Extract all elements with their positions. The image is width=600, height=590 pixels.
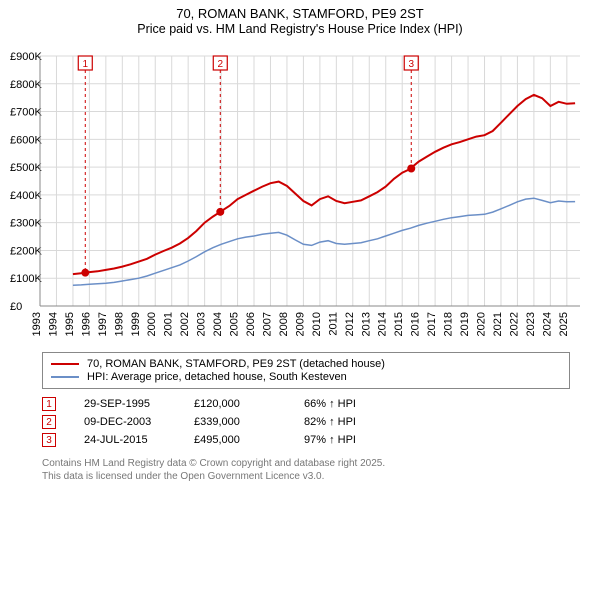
svg-text:£400K: £400K (10, 190, 42, 202)
sale-row: 2 09-DEC-2003 £339,000 82% ↑ HPI (42, 415, 570, 429)
svg-text:2015: 2015 (393, 312, 405, 336)
svg-text:2006: 2006 (245, 312, 257, 336)
svg-text:2008: 2008 (278, 312, 290, 336)
svg-text:2010: 2010 (311, 312, 323, 336)
svg-text:£100K: £100K (10, 273, 42, 285)
sale-date: 29-SEP-1995 (84, 398, 194, 410)
svg-text:1: 1 (82, 59, 88, 70)
sale-price: £339,000 (194, 416, 304, 428)
svg-text:1999: 1999 (130, 312, 142, 336)
svg-text:2: 2 (217, 59, 223, 70)
svg-text:£500K: £500K (10, 162, 42, 174)
svg-text:1995: 1995 (64, 312, 76, 336)
sale-hpi: 97% ↑ HPI (304, 434, 356, 446)
svg-text:1994: 1994 (47, 312, 59, 336)
title-line2: Price paid vs. HM Land Registry's House … (0, 22, 600, 36)
svg-text:2021: 2021 (492, 312, 504, 336)
svg-text:£300K: £300K (10, 218, 42, 230)
sale-date: 09-DEC-2003 (84, 416, 194, 428)
svg-text:2014: 2014 (377, 312, 389, 336)
footer-line2: This data is licensed under the Open Gov… (42, 470, 570, 483)
sale-marker-box: 2 (42, 415, 56, 429)
sales-table: 1 29-SEP-1995 £120,000 66% ↑ HPI 2 09-DE… (42, 397, 570, 447)
sale-row: 3 24-JUL-2015 £495,000 97% ↑ HPI (42, 433, 570, 447)
footer: Contains HM Land Registry data © Crown c… (42, 457, 570, 483)
legend-label: HPI: Average price, detached house, Sout… (87, 371, 347, 383)
svg-text:1998: 1998 (113, 312, 125, 336)
svg-text:£600K: £600K (10, 134, 42, 146)
svg-text:2016: 2016 (410, 312, 422, 336)
title-block: 70, ROMAN BANK, STAMFORD, PE9 2ST Price … (0, 0, 600, 38)
sale-marker-box: 3 (42, 433, 56, 447)
svg-text:2002: 2002 (179, 312, 191, 336)
svg-text:1997: 1997 (97, 312, 109, 336)
svg-text:2001: 2001 (163, 312, 175, 336)
svg-text:3: 3 (408, 59, 414, 70)
chart-svg: £0 £100K £200K £300K £400K £500K £600K £700K £80… (10, 46, 590, 346)
sale-date: 24-JUL-2015 (84, 434, 194, 446)
svg-text:2020: 2020 (476, 312, 488, 336)
svg-text:2004: 2004 (212, 312, 224, 336)
svg-text:2025: 2025 (558, 312, 570, 336)
legend-swatch (51, 363, 79, 365)
svg-text:2019: 2019 (459, 312, 471, 336)
sale-marker-box: 1 (42, 397, 56, 411)
svg-text:2023: 2023 (525, 312, 537, 336)
legend-label: 70, ROMAN BANK, STAMFORD, PE9 2ST (detac… (87, 358, 385, 370)
sale-row: 1 29-SEP-1995 £120,000 66% ↑ HPI (42, 397, 570, 411)
legend-item: HPI: Average price, detached house, Sout… (51, 371, 561, 383)
sale-price: £120,000 (194, 398, 304, 410)
svg-text:1996: 1996 (80, 312, 92, 336)
svg-text:2024: 2024 (541, 312, 553, 336)
svg-text:2013: 2013 (360, 312, 372, 336)
svg-text:2007: 2007 (261, 312, 273, 336)
svg-text:£200K: £200K (10, 245, 42, 257)
svg-text:2017: 2017 (426, 312, 438, 336)
title-line1: 70, ROMAN BANK, STAMFORD, PE9 2ST (0, 6, 600, 21)
sale-hpi: 82% ↑ HPI (304, 416, 356, 428)
svg-text:2003: 2003 (196, 312, 208, 336)
svg-text:£900K: £900K (10, 51, 42, 63)
svg-text:£700K: £700K (10, 107, 42, 119)
svg-text:2022: 2022 (508, 312, 520, 336)
footer-line1: Contains HM Land Registry data © Crown c… (42, 457, 570, 470)
chart-area: £0 £100K £200K £300K £400K £500K £600K £700K £80… (10, 46, 590, 346)
svg-text:2018: 2018 (443, 312, 455, 336)
svg-text:2012: 2012 (344, 312, 356, 336)
svg-text:2009: 2009 (294, 312, 306, 336)
svg-text:2011: 2011 (327, 312, 339, 336)
chart-container: 70, ROMAN BANK, STAMFORD, PE9 2ST Price … (0, 0, 600, 590)
sale-hpi: 66% ↑ HPI (304, 398, 356, 410)
legend: 70, ROMAN BANK, STAMFORD, PE9 2ST (detac… (42, 352, 570, 389)
svg-text:1993: 1993 (31, 312, 43, 336)
svg-text:2005: 2005 (229, 312, 241, 336)
svg-text:2000: 2000 (146, 312, 158, 336)
svg-text:£800K: £800K (10, 79, 42, 91)
legend-swatch (51, 376, 79, 378)
legend-item: 70, ROMAN BANK, STAMFORD, PE9 2ST (detac… (51, 358, 561, 370)
sale-price: £495,000 (194, 434, 304, 446)
svg-text:£0: £0 (10, 301, 22, 313)
